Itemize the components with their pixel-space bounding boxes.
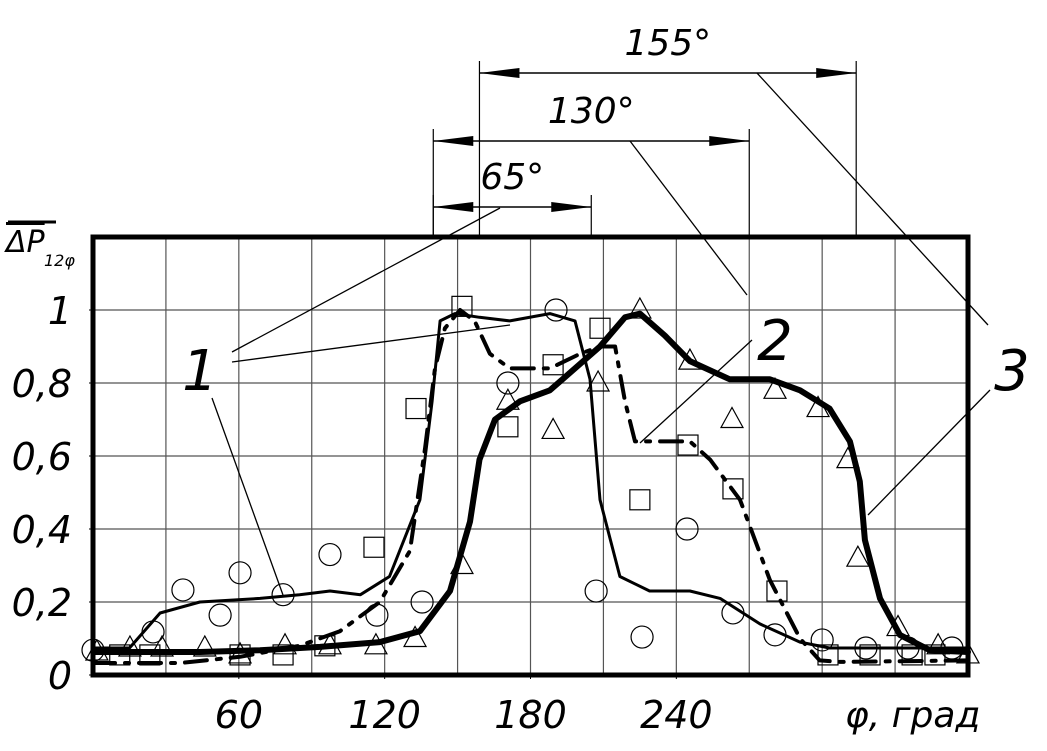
triangle-marker (541, 417, 566, 440)
triangle-marker (845, 544, 870, 567)
curve-label: 3 (994, 339, 1030, 404)
triangle-marker (806, 395, 831, 418)
x-tick-label: 180 (494, 693, 567, 737)
leader (231, 207, 501, 353)
arrowhead (433, 202, 474, 212)
x-axis-label: φ, град (845, 695, 980, 736)
leader (756, 72, 989, 326)
square-marker (677, 434, 699, 456)
arrowhead (551, 202, 592, 212)
triangle-marker (150, 634, 175, 657)
triangle-marker (192, 634, 217, 657)
square-marker (109, 644, 131, 666)
square-marker (589, 317, 611, 339)
arrowhead (709, 136, 750, 146)
square-marker (363, 536, 385, 558)
curve-label: 1 (182, 339, 218, 404)
dimension-label: 155° (624, 23, 711, 64)
x-tick-label: 240 (640, 693, 713, 737)
series-line (90, 310, 971, 655)
square-marker (314, 635, 336, 657)
circle-marker (544, 298, 568, 322)
square-marker (229, 644, 251, 666)
circle-marker (410, 590, 434, 614)
circle-marker (365, 603, 389, 627)
square-marker (901, 644, 923, 666)
dimension-label: 65° (480, 157, 544, 198)
arrowhead (433, 136, 474, 146)
square-marker (859, 644, 881, 666)
square-marker (542, 354, 564, 376)
circle-marker (630, 625, 654, 649)
triangle-marker (363, 632, 388, 655)
triangle-marker (403, 625, 428, 648)
circle-marker (318, 542, 342, 567)
arrowhead (816, 68, 857, 78)
y-axis-label: ΔP (4, 225, 46, 260)
circle-marker (940, 636, 964, 660)
triangle-marker (677, 347, 702, 370)
circle-marker (141, 620, 165, 644)
leader (639, 339, 753, 444)
circle-marker (584, 579, 608, 603)
triangle-marker (835, 446, 860, 469)
dimension-label: 130° (548, 91, 635, 132)
leaders (211, 72, 991, 596)
triangle-marker (228, 641, 253, 664)
y-tick-label: 0 (48, 654, 72, 698)
y-tick-label: 0,4 (12, 508, 72, 552)
square-marker (629, 489, 651, 511)
x-tick-label: 60 (215, 693, 263, 737)
y-tick-label: 0,6 (12, 435, 72, 479)
leader (629, 140, 748, 296)
leader (211, 397, 284, 596)
circle-marker (854, 636, 878, 660)
triangle-marker (627, 296, 652, 319)
triangle-marker (762, 377, 788, 399)
square-marker (497, 416, 519, 438)
circle-marker (721, 601, 745, 625)
circle-marker (228, 561, 252, 585)
curve-label: 2 (757, 309, 793, 374)
grid (93, 237, 968, 675)
triangle-marker (719, 406, 745, 429)
circle-marker (763, 623, 787, 647)
square-marker (924, 644, 946, 666)
square-marker (766, 580, 788, 602)
y-axis-label-sub: 12φ (44, 251, 75, 270)
triangle-marker (272, 632, 298, 655)
triangle-marker (317, 632, 342, 655)
square-marker (817, 644, 839, 666)
circle-marker (208, 603, 232, 627)
square-marker (451, 295, 473, 317)
circle-marker (171, 578, 195, 602)
leader (231, 324, 511, 363)
circle-marker (496, 371, 520, 395)
triangle-marker (495, 388, 520, 410)
square-marker (405, 397, 427, 420)
square-marker (272, 644, 294, 666)
circle-marker (675, 517, 699, 541)
circle-marker (271, 583, 295, 607)
plot (81, 295, 981, 666)
circle-marker (810, 628, 834, 652)
square-marker (722, 478, 744, 500)
triangle-marker (885, 614, 911, 637)
triangle-marker (117, 634, 142, 657)
triangle-marker (449, 552, 474, 575)
series-line (91, 312, 970, 650)
triangle-marker (926, 632, 951, 655)
circle-marker (896, 636, 920, 660)
y-tick-label: 0,2 (12, 581, 72, 625)
triangle-marker (586, 369, 611, 392)
x-tick-label: 120 (348, 693, 421, 737)
y-tick-label: 1 (48, 289, 72, 333)
leader (867, 389, 991, 516)
y-tick-label: 0,8 (12, 362, 72, 406)
arrowhead (479, 68, 520, 78)
